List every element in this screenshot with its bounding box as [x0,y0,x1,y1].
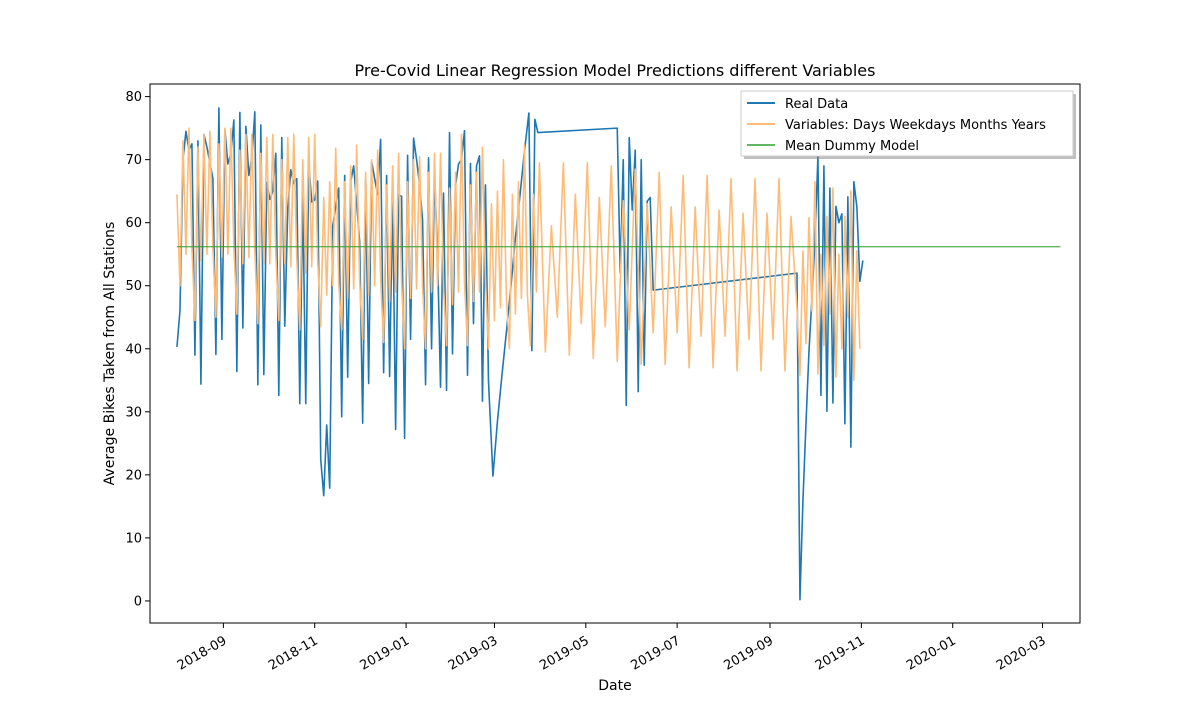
legend: Real Data Variables: Days Weekdays Months… [740,90,1076,159]
y-tick-label: 0 [134,594,142,609]
legend-label: Mean Dummy Model [785,139,919,154]
x-axis-label: Date [598,678,631,694]
y-axis: 0 10 20 30 40 50 60 70 80 [125,90,150,609]
y-tick-label: 80 [125,90,142,105]
y-tick-label: 50 [125,279,142,294]
y-tick-label: 20 [125,468,142,483]
y-tick-label: 30 [125,405,142,420]
legend-box [740,90,1074,157]
legend-label: Variables: Days Weekdays Months Years [785,118,1046,133]
plot-border [149,83,1081,624]
y-tick-label: 40 [125,342,142,357]
series-layer [176,107,1061,601]
y-tick-label: 60 [125,216,142,231]
y-axis-label: Average Bikes Taken from All Stations [102,222,118,486]
y-tick-label: 70 [125,153,142,168]
legend-label: Real Data [785,97,848,112]
chart-title: Pre-Covid Linear Regression Model Predic… [355,61,876,80]
y-tick-label: 10 [125,531,142,546]
series-line-variables-days-weekdays-months-years [176,127,861,382]
plot-area [150,84,1080,623]
